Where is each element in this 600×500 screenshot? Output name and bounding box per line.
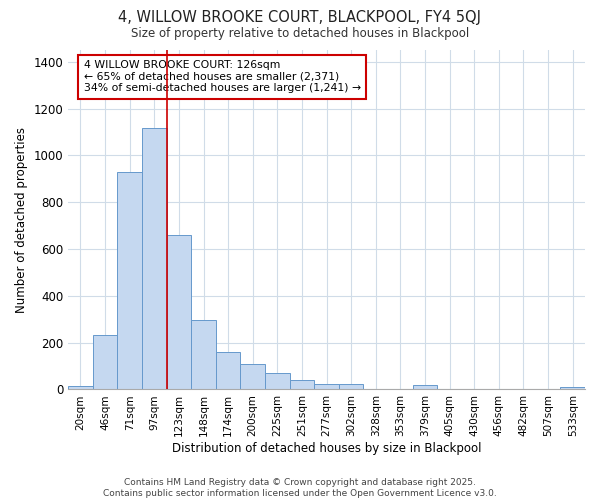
Y-axis label: Number of detached properties: Number of detached properties	[15, 126, 28, 312]
Bar	[118, 172, 142, 390]
Text: Size of property relative to detached houses in Blackpool: Size of property relative to detached ho…	[131, 28, 469, 40]
Bar	[241, 364, 265, 390]
Bar	[339, 384, 364, 390]
Bar	[142, 128, 167, 390]
X-axis label: Distribution of detached houses by size in Blackpool: Distribution of detached houses by size …	[172, 442, 481, 455]
Text: Contains HM Land Registry data © Crown copyright and database right 2025.
Contai: Contains HM Land Registry data © Crown c…	[103, 478, 497, 498]
Bar	[216, 352, 241, 390]
Bar	[560, 387, 585, 390]
Bar	[93, 335, 118, 390]
Text: 4, WILLOW BROOKE COURT, BLACKPOOL, FY4 5QJ: 4, WILLOW BROOKE COURT, BLACKPOOL, FY4 5…	[119, 10, 482, 25]
Bar	[191, 320, 216, 390]
Text: 4 WILLOW BROOKE COURT: 126sqm
← 65% of detached houses are smaller (2,371)
34% o: 4 WILLOW BROOKE COURT: 126sqm ← 65% of d…	[83, 60, 361, 94]
Bar	[290, 380, 314, 390]
Bar	[68, 386, 93, 390]
Bar	[413, 385, 437, 390]
Bar	[265, 373, 290, 390]
Bar	[167, 236, 191, 390]
Bar	[314, 384, 339, 390]
